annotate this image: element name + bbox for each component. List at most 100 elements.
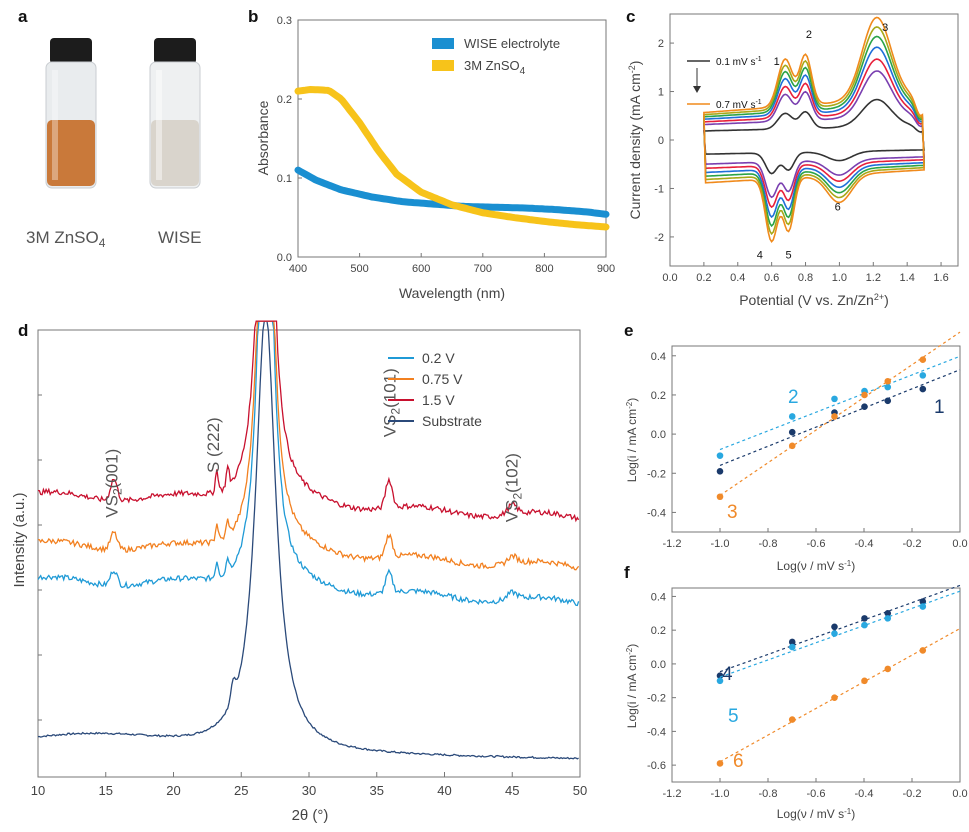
x-tick-label: 45 bbox=[505, 783, 519, 798]
panel-e-frame bbox=[671, 345, 961, 533]
peak-label-2: 2 bbox=[806, 29, 812, 41]
panel-c-ticks: 0.0 0.2 0.4 0.6 0.8 1.0 1.2 1.4 1.6 -2 -1 0 1 2 bbox=[654, 38, 948, 284]
data-point-1 bbox=[788, 428, 796, 436]
data-point-6 bbox=[716, 760, 724, 767]
y-tick-label: 0.4 bbox=[651, 591, 666, 603]
data-point-4 bbox=[788, 638, 796, 646]
peak-label-4: 4 bbox=[757, 250, 763, 262]
data-point-5 bbox=[831, 630, 838, 637]
panel-c-letter: c bbox=[626, 7, 635, 26]
data-point-3 bbox=[716, 493, 724, 501]
xrd-peak-annotation-1: S (222) bbox=[204, 417, 223, 473]
y-tick-label: -0.2 bbox=[647, 693, 666, 705]
y-tick-label: -2 bbox=[654, 232, 664, 244]
panel-b-legend: WISE electrolyte 3M ZnSO4 bbox=[432, 36, 560, 77]
panel-d-legend: 0.2 V 0.75 V 1.5 V Substrate bbox=[388, 350, 482, 429]
data-point-3 bbox=[919, 356, 927, 364]
data-point-6 bbox=[861, 677, 868, 685]
vial-znso4 bbox=[45, 38, 97, 189]
rate-arrow-head bbox=[693, 86, 701, 93]
panel-c-xlabel: Potential (V vs. Zn/Zn2+) bbox=[739, 292, 889, 308]
x-tick-label: 20 bbox=[166, 783, 180, 798]
panel-d-letter: d bbox=[18, 321, 28, 340]
panel-b-xlabel: Wavelength (nm) bbox=[399, 285, 505, 301]
panel-d: d 10 15 20 25 30 35 40 45 50 VS2(001) S (222) VS2(… bbox=[11, 320, 587, 824]
x-tick-label: -1.2 bbox=[663, 538, 682, 550]
panel-a-letter: a bbox=[18, 7, 28, 26]
x-tick-label: 0.0 bbox=[952, 788, 967, 800]
y-tick-label: -0.4 bbox=[647, 507, 666, 519]
x-tick-label: -0.4 bbox=[855, 788, 874, 800]
data-point-6 bbox=[831, 694, 838, 701]
x-tick-label: 0.0 bbox=[662, 272, 677, 284]
x-tick-label: 35 bbox=[370, 783, 384, 798]
vial-znso4-cap bbox=[50, 38, 92, 64]
panel-c-frame bbox=[669, 13, 959, 267]
vial-znso4-highlight bbox=[52, 70, 58, 180]
legend-label-3: Substrate bbox=[422, 413, 482, 429]
y-tick-label: 0.0 bbox=[651, 659, 666, 671]
x-tick-label: 50 bbox=[573, 783, 587, 798]
panel-b-series bbox=[294, 85, 610, 231]
data-point-3 bbox=[831, 413, 838, 420]
legend-label-1: 0.75 V bbox=[422, 371, 463, 387]
peak-label-5: 5 bbox=[786, 250, 792, 262]
data-point-1 bbox=[716, 468, 724, 475]
peak-label-6: 6 bbox=[835, 201, 841, 213]
data-point-3 bbox=[861, 391, 868, 399]
data-point-4 bbox=[919, 598, 927, 605]
xrd-pattern-0 bbox=[37, 320, 580, 607]
vial-wise-highlight bbox=[156, 70, 162, 180]
x-tick-label: 1.0 bbox=[832, 272, 847, 284]
x-tick-label: -1.0 bbox=[711, 538, 730, 550]
series-label-2: 2 bbox=[788, 387, 799, 408]
data-point-4 bbox=[884, 610, 892, 617]
panel-f: f -1.2 -1.0 -0.8 -0.6 -0.4 -0.2 0.0 -0.6 -0.4 -0.… bbox=[624, 563, 968, 821]
legend-label-znso4: 3M ZnSO4 bbox=[464, 58, 526, 77]
x-tick-label: 40 bbox=[437, 783, 451, 798]
xrd-peak-annotation-0: VS2(001) bbox=[103, 449, 125, 518]
y-tick-label: 2 bbox=[658, 38, 664, 50]
x-tick-label: 800 bbox=[535, 263, 553, 275]
x-tick-label: 25 bbox=[234, 783, 248, 798]
cv-curve-2 bbox=[703, 58, 925, 209]
x-tick-label: -0.4 bbox=[855, 538, 874, 550]
panel-b-ylabel: Absorbance bbox=[255, 100, 271, 175]
panel-f-ticks: -1.2 -1.0 -0.8 -0.6 -0.4 -0.2 0.0 -0.6 -0.4 -0.2 0… bbox=[647, 591, 968, 800]
fit-line-4 bbox=[719, 584, 961, 673]
panel-b-ticks: 400 500 600 700 800 900 0.0 0.1 0.2 0.3 bbox=[277, 15, 615, 275]
xrd-pattern-3 bbox=[37, 320, 579, 760]
panel-c-peak-labels: 1 2 3 4 5 6 bbox=[757, 22, 888, 262]
data-point-6 bbox=[788, 716, 796, 723]
y-tick-label: 1 bbox=[658, 87, 664, 99]
data-point-5 bbox=[788, 643, 796, 651]
x-tick-label: -0.6 bbox=[807, 538, 826, 550]
panel-d-xlabel: 2θ (°) bbox=[292, 807, 329, 824]
x-tick-label: 600 bbox=[412, 263, 430, 275]
x-tick-label: 1.6 bbox=[933, 272, 948, 284]
x-tick-label: -1.2 bbox=[663, 788, 682, 800]
x-tick-label: -0.8 bbox=[759, 538, 778, 550]
cv-curve-3 bbox=[703, 46, 925, 219]
y-tick-label: 0.2 bbox=[651, 390, 666, 402]
panel-c-series bbox=[703, 16, 925, 244]
data-point-4 bbox=[716, 672, 724, 680]
x-tick-label: 30 bbox=[302, 783, 316, 798]
series-label-1: 1 bbox=[934, 397, 945, 418]
fit-line-3 bbox=[719, 331, 961, 496]
panel-e-series: 1 2 3 bbox=[716, 331, 961, 523]
x-tick-label: -0.2 bbox=[903, 538, 922, 550]
data-point-4 bbox=[831, 623, 838, 631]
panel-c: c 0.0 0.2 0.4 0.6 0.8 1.0 1.2 1.4 1.6 -2 -1 0 1 2 1 2 3… bbox=[626, 7, 959, 308]
panel-f-ylabel: Log(i / mA cm-2) bbox=[625, 644, 639, 728]
y-tick-label: 0.4 bbox=[651, 351, 666, 363]
x-tick-label: 700 bbox=[474, 263, 492, 275]
panel-d-series bbox=[37, 320, 580, 760]
vial-label-wise: WISE bbox=[158, 228, 201, 247]
vial-wise-liquid bbox=[151, 120, 199, 186]
series-label-3: 3 bbox=[727, 502, 738, 523]
panel-e-ticks: -1.2 -1.0 -0.8 -0.6 -0.4 -0.2 0.0 -0.4 -0.2 0.0 0.… bbox=[647, 351, 968, 550]
legend-label-wise: WISE electrolyte bbox=[464, 36, 560, 51]
data-point-6 bbox=[884, 665, 892, 673]
panel-f-xlabel: Log(ν / mV s-1) bbox=[777, 807, 855, 821]
